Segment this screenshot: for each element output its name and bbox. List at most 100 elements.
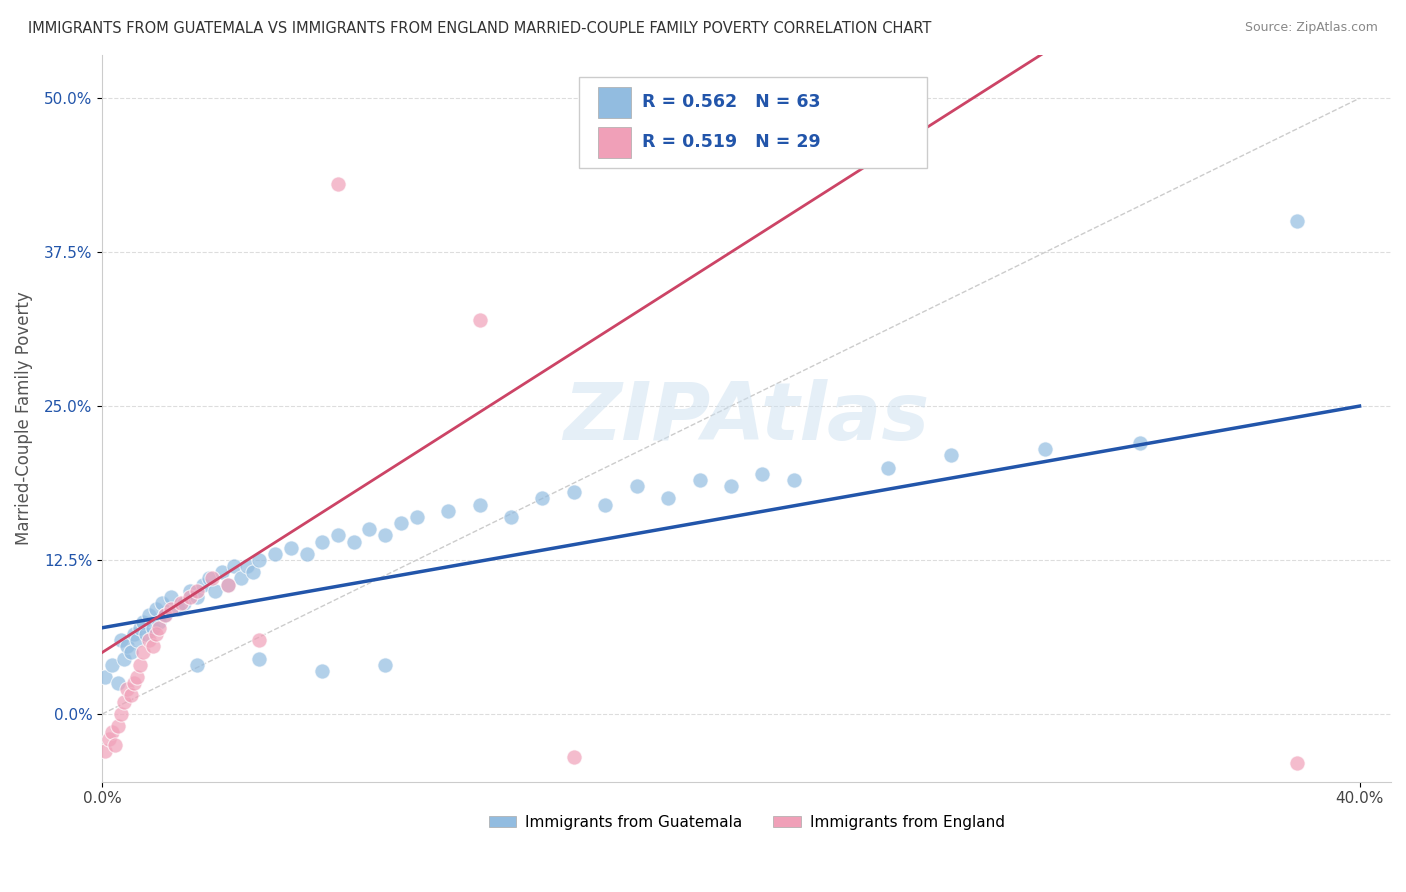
Point — [117, 682, 139, 697]
Point — [374, 528, 396, 542]
Point — [311, 534, 333, 549]
Point — [626, 479, 648, 493]
Point — [562, 485, 585, 500]
Point — [531, 491, 554, 506]
Point — [242, 566, 264, 580]
Point — [145, 627, 167, 641]
Point — [468, 313, 491, 327]
Point — [120, 645, 142, 659]
Point — [132, 615, 155, 629]
Point — [125, 670, 148, 684]
Point — [94, 744, 117, 758]
FancyBboxPatch shape — [599, 127, 631, 158]
Point — [359, 522, 381, 536]
Point — [191, 577, 214, 591]
Text: R = 0.519   N = 29: R = 0.519 N = 29 — [643, 133, 821, 152]
Point — [142, 639, 165, 653]
Point — [405, 509, 427, 524]
Point — [148, 615, 170, 629]
Point — [100, 725, 122, 739]
Point — [720, 479, 742, 493]
Point — [100, 657, 122, 672]
Point — [249, 553, 271, 567]
Point — [326, 178, 349, 192]
Point — [110, 633, 132, 648]
Point — [211, 566, 233, 580]
Point — [107, 719, 129, 733]
Point — [153, 608, 176, 623]
Point — [224, 559, 246, 574]
Point — [198, 572, 221, 586]
Point — [129, 657, 152, 672]
Point — [939, 448, 962, 462]
Point — [160, 602, 183, 616]
Point — [389, 516, 412, 530]
Point — [280, 541, 302, 555]
Point — [125, 633, 148, 648]
Point — [135, 627, 157, 641]
Point — [112, 651, 135, 665]
Point — [657, 491, 679, 506]
Point — [689, 473, 711, 487]
Point — [94, 670, 117, 684]
Point — [562, 750, 585, 764]
Point — [120, 689, 142, 703]
Point — [1128, 436, 1150, 450]
Point — [204, 583, 226, 598]
Point — [150, 596, 173, 610]
Point — [751, 467, 773, 481]
Point — [295, 547, 318, 561]
Point — [170, 596, 193, 610]
Point — [122, 627, 145, 641]
Point — [249, 633, 271, 648]
Point — [148, 621, 170, 635]
Point — [229, 572, 252, 586]
Point — [107, 676, 129, 690]
Point — [217, 577, 239, 591]
Y-axis label: Married-Couple Family Poverty: Married-Couple Family Poverty — [15, 292, 32, 545]
Point — [326, 528, 349, 542]
Point — [97, 731, 120, 746]
Point — [104, 738, 127, 752]
Point — [877, 460, 900, 475]
Point — [186, 657, 208, 672]
Point — [1033, 442, 1056, 457]
Point — [468, 498, 491, 512]
Point — [201, 572, 224, 586]
Point — [236, 559, 259, 574]
Point — [499, 509, 522, 524]
Point — [343, 534, 366, 549]
Point — [142, 621, 165, 635]
Point — [132, 645, 155, 659]
Point — [1285, 214, 1308, 228]
Point — [129, 621, 152, 635]
FancyBboxPatch shape — [579, 77, 927, 168]
Point — [311, 664, 333, 678]
Point — [1285, 756, 1308, 771]
Point — [117, 639, 139, 653]
Point — [166, 602, 188, 616]
Point — [186, 590, 208, 604]
FancyBboxPatch shape — [599, 87, 631, 118]
Text: IMMIGRANTS FROM GUATEMALA VS IMMIGRANTS FROM ENGLAND MARRIED-COUPLE FAMILY POVER: IMMIGRANTS FROM GUATEMALA VS IMMIGRANTS … — [28, 21, 932, 36]
Legend: Immigrants from Guatemala, Immigrants from England: Immigrants from Guatemala, Immigrants fr… — [482, 808, 1011, 836]
Point — [153, 608, 176, 623]
Point — [437, 504, 460, 518]
Point — [112, 695, 135, 709]
Point — [249, 651, 271, 665]
Point — [179, 590, 201, 604]
Point — [145, 602, 167, 616]
Point — [374, 657, 396, 672]
Point — [783, 473, 806, 487]
Point — [593, 498, 616, 512]
Point — [138, 608, 160, 623]
Point — [179, 583, 201, 598]
Point — [186, 583, 208, 598]
Point — [160, 590, 183, 604]
Point — [217, 577, 239, 591]
Point — [264, 547, 287, 561]
Point — [173, 596, 195, 610]
Point — [122, 676, 145, 690]
Point — [110, 706, 132, 721]
Text: R = 0.562   N = 63: R = 0.562 N = 63 — [643, 94, 821, 112]
